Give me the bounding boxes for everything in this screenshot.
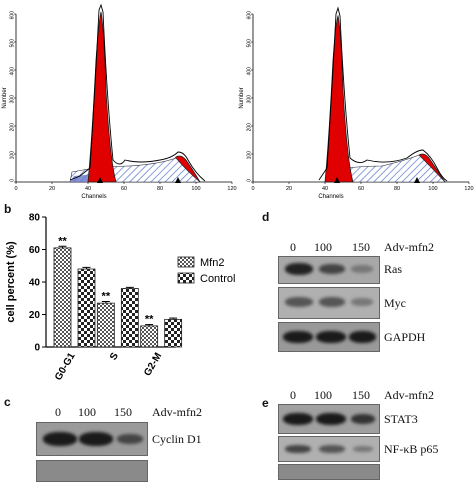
legend-swatch-mfn2	[177, 256, 195, 268]
treatment-label: Adv-mfn2	[152, 405, 202, 419]
x-tick-label: G0-G1	[53, 351, 78, 383]
y-tick-label: 100	[247, 151, 253, 160]
legend-label-control: Control	[200, 273, 235, 285]
y-tick-label: 0	[10, 179, 16, 182]
band-label: GAPDH	[384, 330, 426, 344]
panel-label-d: d	[262, 210, 270, 224]
dose-label: 0	[55, 405, 61, 419]
blot-gapdh	[278, 322, 380, 352]
bar-control-g0-g1	[77, 268, 96, 348]
blot-ras	[278, 256, 380, 284]
g2-marker	[175, 177, 181, 183]
y-tick-label: 300	[10, 95, 16, 104]
y-tick-label: 500	[247, 39, 253, 48]
g1-marker	[97, 177, 103, 183]
y-tick-label: 100	[10, 151, 16, 160]
y-tick-label: 40	[29, 278, 41, 289]
dose-label: 150	[352, 240, 370, 254]
g1-peak	[87, 11, 117, 183]
x-tick-label: 100	[428, 186, 437, 192]
y-tick-label: 600	[247, 11, 253, 20]
bar-mfn2-s	[96, 302, 115, 348]
bar-control-s	[120, 288, 139, 348]
panel-label-c: c	[4, 395, 11, 409]
y-axis-label: cell percent (%)	[5, 241, 17, 323]
dose-label: 150	[114, 405, 132, 419]
y-tick-label: 200	[10, 123, 16, 132]
x-axis-label: Channels	[81, 194, 106, 200]
x-tick-label: S	[108, 351, 121, 363]
dose-label: 0	[290, 388, 296, 402]
blot-myc	[278, 287, 380, 319]
x-axis-label: Channels	[318, 194, 343, 200]
x-tick-label: 40	[322, 186, 328, 192]
x-tick-label: 120	[464, 186, 473, 192]
blot-cropped	[278, 464, 380, 480]
band-label: NF-κB p65	[384, 442, 439, 456]
significance-label: **	[58, 235, 67, 247]
y-tick-label: 400	[10, 67, 16, 76]
significance-label: **	[145, 314, 154, 326]
s-phase-hatch	[328, 154, 446, 183]
flow-histogram-right: 0 100 200 300 400 500 600 0 20 40 60 80 100 120 Number…	[239, 6, 474, 200]
x-tick-label: 60	[121, 186, 127, 192]
y-tick-label: 500	[10, 39, 16, 48]
x-tick-label: 0	[251, 186, 254, 192]
y-tick-label: 300	[247, 95, 253, 104]
y-tick-label: 80	[29, 213, 41, 224]
legend-label-mfn2: Mfn2	[200, 257, 224, 269]
band-label: Cyclin D1	[152, 432, 202, 446]
x-tick-label: 20	[286, 186, 292, 192]
y-tick-label: 600	[10, 11, 16, 20]
significance-label: **	[102, 291, 111, 303]
band-label: Myc	[384, 296, 406, 310]
flow-histogram-left: 0 100 200 300 400 500 600 0 20 40 60 80 100 120 Number…	[2, 3, 237, 200]
blot-cropped	[36, 460, 148, 482]
dose-label: 100	[78, 405, 96, 419]
histogram-outline	[318, 6, 448, 182]
blot-cyclin-d1	[36, 422, 148, 456]
y-tick-label: 0	[34, 343, 40, 354]
x-tick-label: 100	[191, 186, 200, 192]
g1-marker	[334, 177, 340, 183]
dose-label: 100	[314, 240, 332, 254]
x-tick-label: G2-M	[142, 351, 164, 378]
y-tick-label: 20	[29, 310, 41, 321]
y-tick-label: 60	[29, 245, 41, 256]
g1-peak	[324, 14, 354, 183]
panel-label-e: e	[262, 396, 269, 410]
histogram-outline	[69, 3, 206, 182]
bar-mfn2-g0-g1	[53, 247, 72, 348]
x-tick-label: 120	[227, 186, 236, 192]
x-tick-label: 60	[358, 186, 364, 192]
bar-mfn2-g2-m	[140, 325, 159, 348]
bar-control-g2-m	[164, 318, 183, 348]
x-tick-label: 40	[85, 186, 91, 192]
dose-label: 0	[290, 240, 296, 254]
g2-marker	[414, 177, 420, 183]
legend-swatch-control	[177, 272, 195, 284]
treatment-label: Adv-mfn2	[384, 388, 434, 402]
blot-stat3	[278, 404, 380, 434]
flow-axis: 0 100 200 300 400 500 600 0 20 40 60 80 100 120 Number…	[2, 11, 237, 200]
blot-nfkb-p65	[278, 436, 380, 462]
y-tick-label: 0	[247, 179, 253, 182]
x-tick-label: 0	[14, 186, 17, 192]
y-tick-label: 400	[247, 67, 253, 76]
cell-cycle-bar-chart: 0 20 40 60 80 cell percent (%) ** G0-G1 ** S ** G2-…	[5, 213, 235, 383]
y-axis-label: Number	[2, 87, 8, 108]
y-tick-label: 200	[247, 123, 253, 132]
x-tick-label: 20	[49, 186, 55, 192]
dose-label: 150	[352, 388, 370, 402]
dose-label: 100	[314, 388, 332, 402]
panel-label-b: b	[4, 202, 12, 216]
band-label: STAT3	[384, 412, 418, 426]
y-axis-label: Number	[239, 87, 245, 108]
x-tick-label: 80	[157, 186, 163, 192]
band-label: Ras	[384, 262, 402, 276]
treatment-label: Adv-mfn2	[384, 240, 434, 254]
x-tick-label: 80	[394, 186, 400, 192]
